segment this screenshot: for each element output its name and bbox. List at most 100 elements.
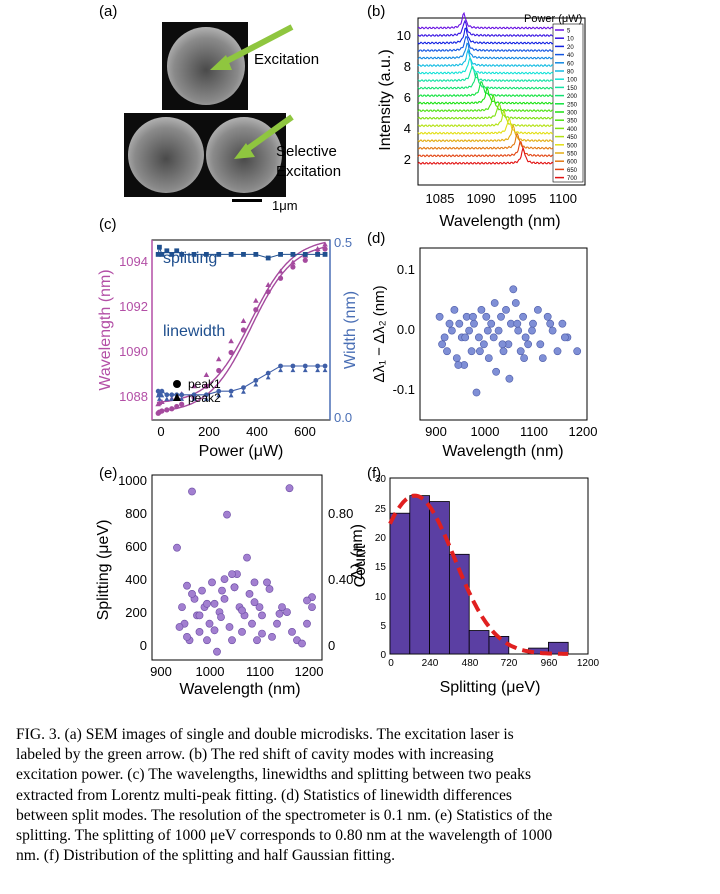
- linewidth-peak2-point: [265, 374, 271, 380]
- splitting-point: [164, 248, 170, 254]
- chart-f: 0 240 480 720 960 1200 0 5 10 15 20 25 3…: [352, 474, 600, 696]
- chart-f-ytick: 0: [380, 650, 386, 661]
- scatter-point: [283, 608, 291, 616]
- linewidth-peak2-point: [164, 396, 170, 401]
- legend-entry: 550: [567, 152, 578, 158]
- splitting-point: [157, 244, 162, 250]
- chart-b-ytick: 10: [397, 28, 411, 43]
- legend-peak1-label: peak1: [188, 377, 221, 391]
- splitting-point: [241, 252, 246, 257]
- chart-c-xtick: 400: [246, 424, 268, 439]
- scatter-point: [275, 609, 284, 618]
- linewidth-point: [169, 392, 175, 398]
- scatter-point: [455, 319, 464, 328]
- chart-e-ytick-left: 600: [125, 539, 147, 554]
- peak1-point: [290, 264, 296, 270]
- scatter-point: [188, 487, 196, 496]
- spectrum-curve: [417, 65, 554, 83]
- scatter-point: [543, 312, 552, 321]
- scatter-point: [484, 354, 493, 363]
- chart-e-ytick-left: 0: [140, 638, 147, 653]
- chart-e-ytick-left: 200: [125, 605, 147, 620]
- linewidth-peak2-point: [315, 367, 321, 373]
- left-microdisk: [128, 117, 204, 193]
- spectrum-curve: [417, 117, 554, 135]
- chart-b-ytick: 8: [404, 59, 411, 74]
- peak1-point: [159, 408, 165, 414]
- legend-entry: 200: [567, 94, 578, 100]
- chart-c-ytick-right: 0.0: [334, 410, 352, 425]
- scatter-point: [183, 632, 191, 641]
- chart-e-xtick: 1200: [295, 664, 324, 679]
- scatter-point: [178, 603, 186, 611]
- peak1-point: [174, 403, 180, 410]
- chart-d-frame: [419, 247, 588, 421]
- chart-e-frame: [151, 474, 323, 661]
- linewidth-point: [159, 388, 165, 394]
- scale-bar-label: 1μm: [272, 198, 298, 213]
- scatter-point: [213, 647, 221, 656]
- peak2-point: [253, 297, 259, 303]
- chart-c-xtick: 600: [294, 424, 316, 439]
- scatter-point: [467, 347, 476, 356]
- peak2-point: [322, 241, 328, 247]
- linewidth-peak2-point: [169, 396, 175, 401]
- caption-line: nm. (f) Distribution of the splitting an…: [16, 847, 395, 865]
- scatter-point: [511, 299, 520, 307]
- chart-c-ytick-left: 1090: [119, 344, 148, 359]
- scatter-point: [454, 361, 463, 369]
- chart-f-xtick: 720: [501, 658, 518, 669]
- peak2-point: [240, 318, 247, 323]
- sem-single-disk-image: [162, 22, 248, 110]
- splitting-point: [216, 252, 222, 257]
- linewidth-point: [322, 363, 328, 369]
- spectrum-curve: [417, 123, 554, 143]
- scatter-point: [483, 326, 492, 335]
- selective-excitation-label-line1: Selective: [276, 143, 337, 160]
- chart-c-yticks-right: 0.0 0.5: [334, 235, 352, 425]
- peak1-point: [253, 307, 259, 313]
- chart-d-xtick: 1100: [520, 424, 548, 439]
- scatter-point: [238, 606, 246, 615]
- legend-entry: 10: [567, 37, 574, 43]
- chart-b-curves: [417, 11, 554, 165]
- chart-c-legend: peak1 peak2: [173, 377, 221, 405]
- scatter-point: [513, 319, 522, 328]
- histogram-bar: [409, 495, 430, 655]
- caption-line: FIG. 3. (a) SEM images of single and dou…: [16, 726, 514, 743]
- splitting-point: [278, 252, 283, 257]
- legend-entry: 60: [567, 61, 574, 67]
- chart-b-xlabel: Wavelength (nm): [439, 213, 560, 230]
- splitting-point: [322, 252, 328, 257]
- scatter-point: [188, 589, 196, 598]
- scatter-point: [516, 347, 525, 356]
- peak1-point: [164, 407, 170, 413]
- spectrum-curve: [417, 11, 554, 30]
- chart-f-ytick: 15: [375, 562, 387, 573]
- linewidth-point: [315, 363, 321, 369]
- splitting-point: [174, 248, 180, 254]
- linewidth-peak2-point: [179, 396, 185, 401]
- chart-c-splitting-label: splitting: [163, 250, 217, 267]
- green-arrow-double: [234, 114, 294, 159]
- chart-e-ytick-right: 0.80: [328, 506, 353, 521]
- legend-entry: 500: [567, 143, 578, 149]
- peak1-point: [240, 327, 247, 333]
- linewidth-point: [228, 388, 234, 394]
- chart-f-ylabel: Count: [352, 544, 369, 587]
- legend-entry: 350: [567, 119, 578, 125]
- chart-b-ytick: 4: [404, 121, 411, 136]
- scale-bar: [232, 199, 262, 202]
- spectrum-curve: [417, 145, 554, 165]
- chart-e-ytick-left: 1000: [118, 473, 147, 488]
- chart-c-ylabel-left: Wavelength (nm): [97, 269, 114, 390]
- scatter-point: [298, 639, 306, 648]
- caption-line: between split modes. The resolution of t…: [16, 806, 553, 824]
- scatter-point: [474, 333, 483, 342]
- spectrum-curve: [417, 55, 554, 75]
- scatter-point: [308, 603, 316, 611]
- peak2-point: [277, 268, 284, 274]
- chart-c-ytick-left: 1088: [119, 389, 148, 404]
- chart-d-xtick: 1000: [471, 424, 500, 439]
- legend-entry: 400: [567, 127, 578, 133]
